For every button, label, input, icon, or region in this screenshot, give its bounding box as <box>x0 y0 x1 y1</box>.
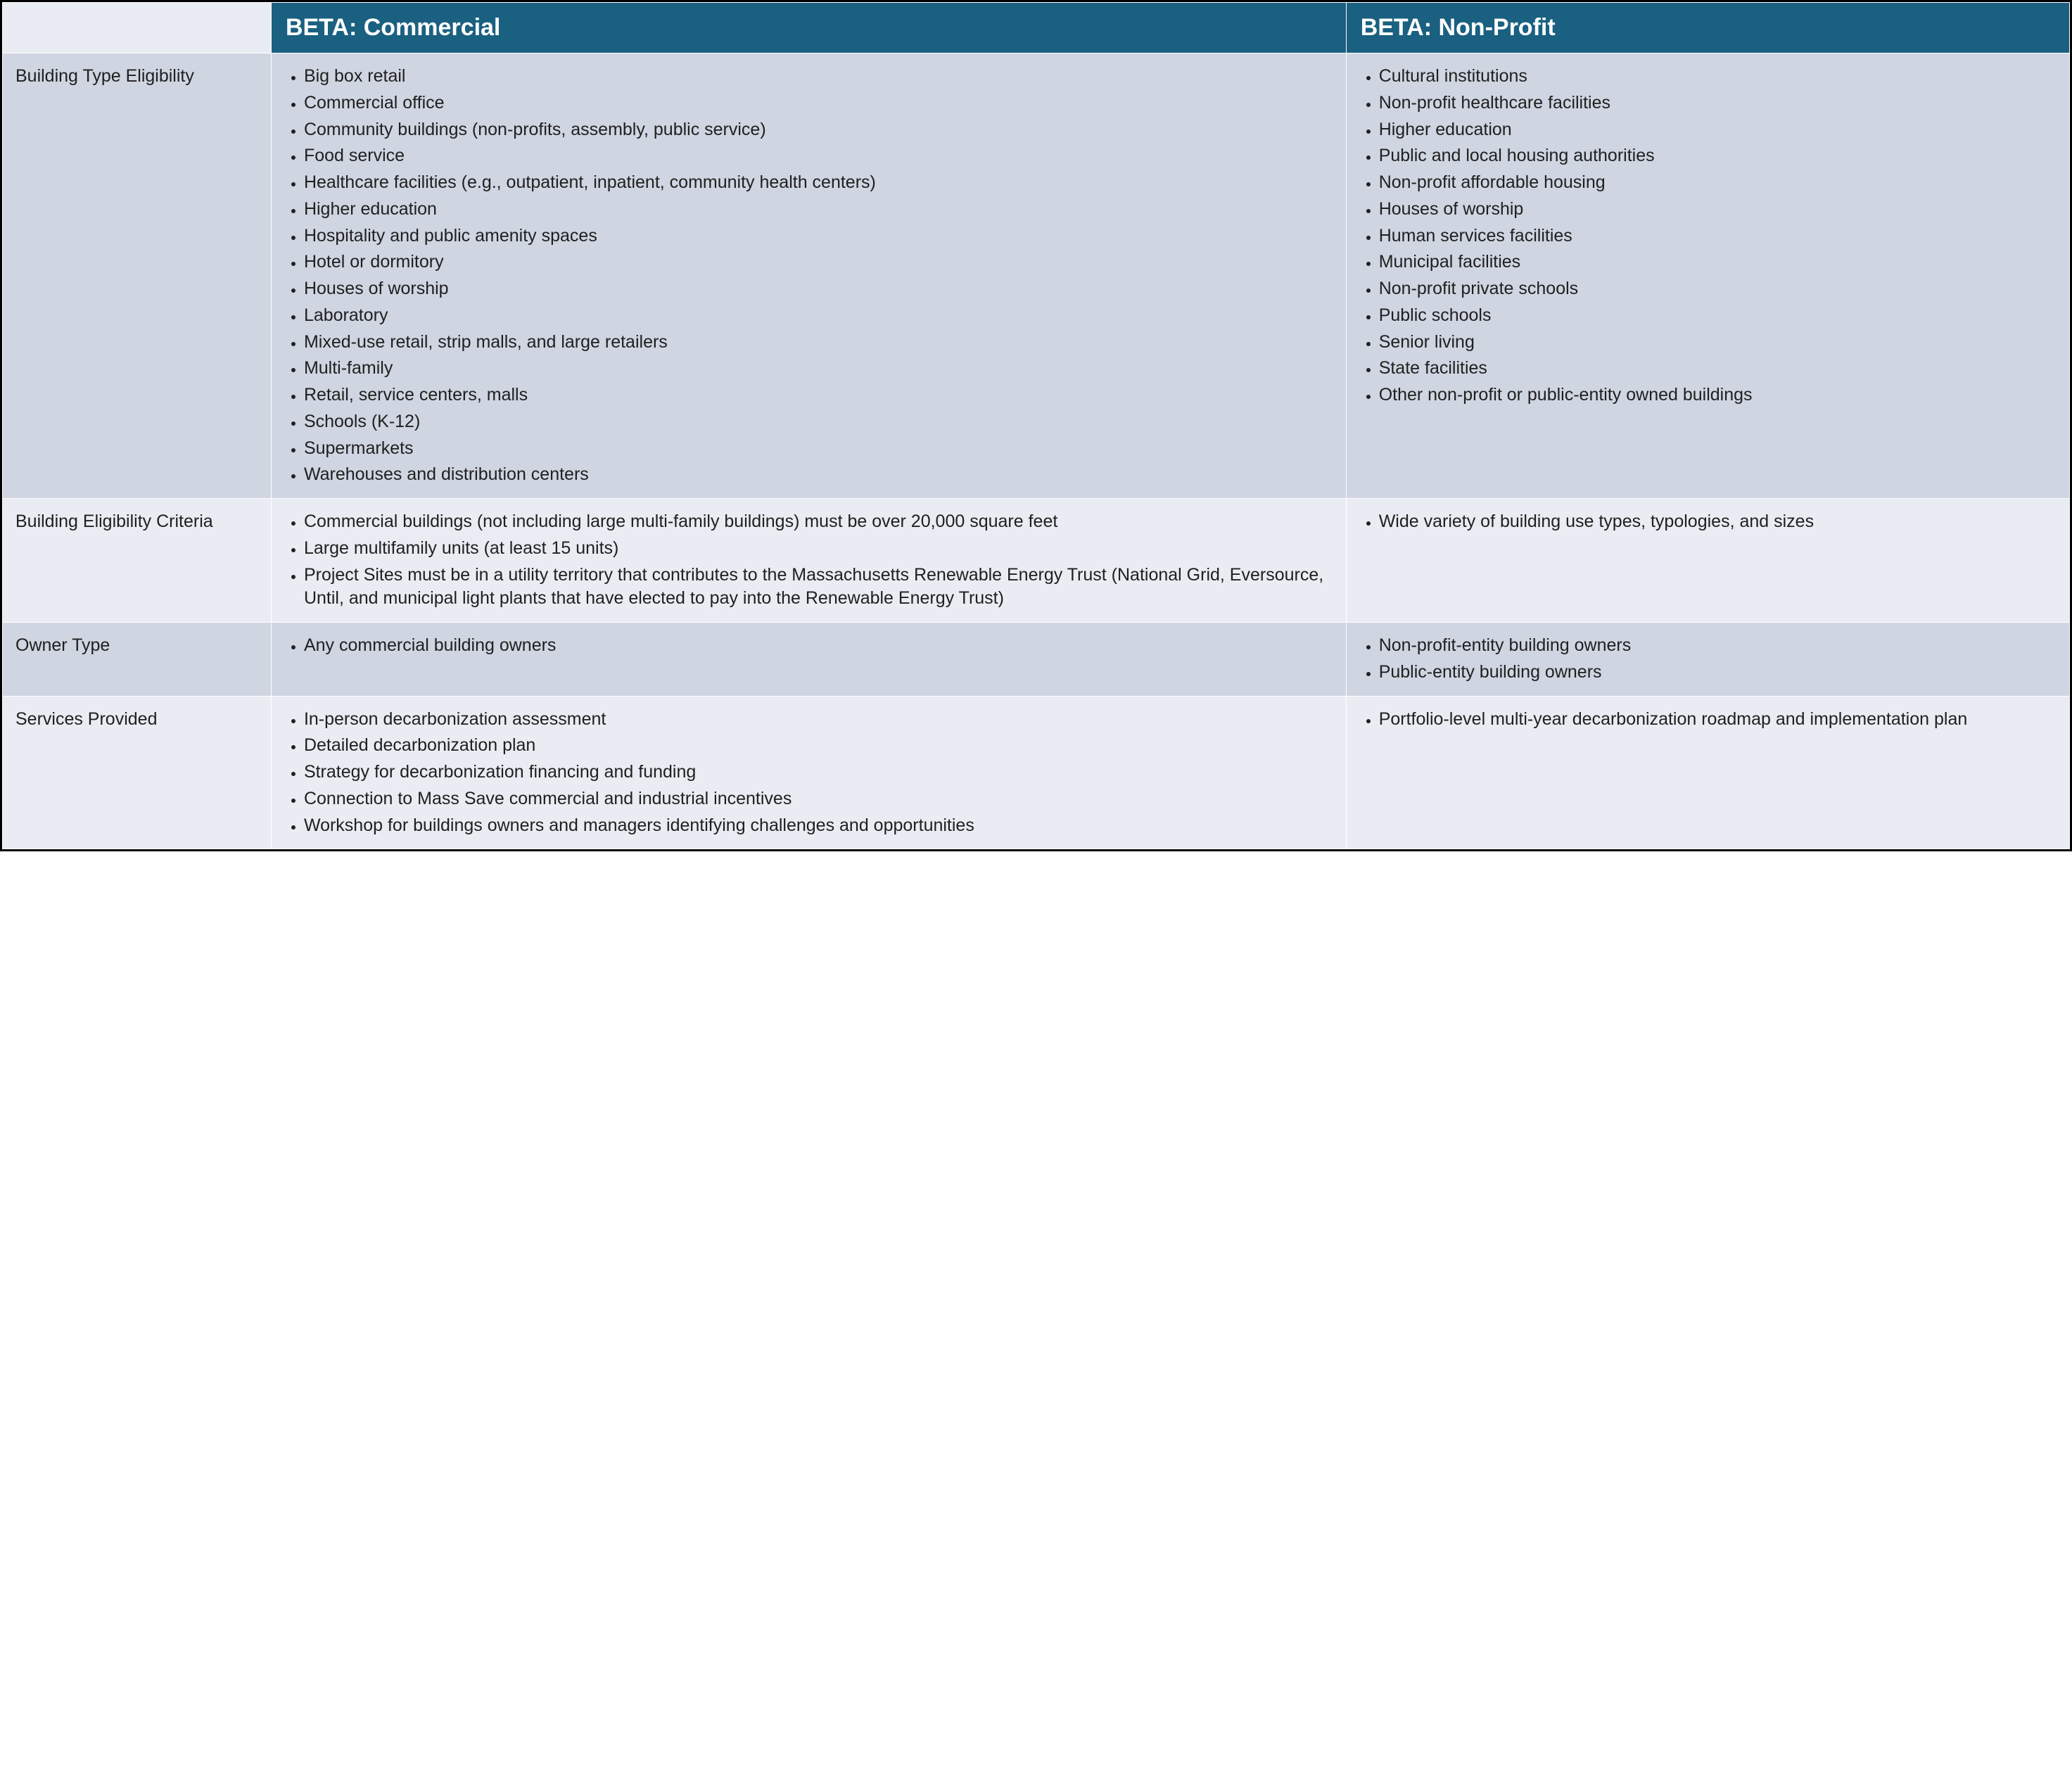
bullet-list: Portfolio-level multi-year decarbonizati… <box>1359 706 2057 733</box>
list-item: State facilities <box>1379 355 2057 382</box>
list-item: Laboratory <box>304 303 1333 329</box>
cell-commercial: Any commercial building owners <box>271 623 1346 697</box>
cell-nonprofit: Non-profit-entity building ownersPublic-… <box>1346 623 2069 697</box>
list-item: Senior living <box>1379 329 2057 356</box>
list-item: Community buildings (non-profits, assemb… <box>304 117 1333 144</box>
list-item: Project Sites must be in a utility terri… <box>304 562 1333 613</box>
bullet-list: Wide variety of building use types, typo… <box>1359 509 2057 535</box>
table-row: Services ProvidedIn-person decarbonizati… <box>3 696 2070 849</box>
list-item: Food service <box>304 143 1333 170</box>
bullet-list: Big box retailCommercial officeCommunity… <box>284 63 1333 488</box>
comparison-table: BETA: Commercial BETA: Non-Profit Buildi… <box>2 2 2070 849</box>
list-item: Any commercial building owners <box>304 633 1333 659</box>
list-item: Mixed-use retail, strip malls, and large… <box>304 329 1333 356</box>
row-label: Building Eligibility Criteria <box>3 499 272 623</box>
cell-nonprofit: Portfolio-level multi-year decarbonizati… <box>1346 696 2069 849</box>
list-item: Cultural institutions <box>1379 63 2057 90</box>
list-item: Non-profit affordable housing <box>1379 170 2057 196</box>
list-item: Strategy for decarbonization financing a… <box>304 759 1333 786</box>
list-item: Houses of worship <box>304 276 1333 303</box>
table-row: Owner Type Any commercial building owners… <box>3 623 2070 697</box>
bullet-list: In-person decarbonization assessmentDeta… <box>284 706 1333 839</box>
list-item: In-person decarbonization assessment <box>304 706 1333 733</box>
list-item: Detailed decarbonization plan <box>304 732 1333 759</box>
list-item: Higher education <box>1379 117 2057 144</box>
header-empty <box>3 3 272 53</box>
list-item: Wide variety of building use types, typo… <box>1379 509 2057 535</box>
list-item: Commercial office <box>304 90 1333 117</box>
bullet-list: Cultural institutionsNon-profit healthca… <box>1359 63 2057 409</box>
list-item: Schools (K-12) <box>304 409 1333 436</box>
table-row: Building Type EligibilityBig box retailC… <box>3 53 2070 499</box>
list-item: Healthcare facilities (e.g., outpatient,… <box>304 170 1333 196</box>
list-item: Big box retail <box>304 63 1333 90</box>
list-item: Public-entity building owners <box>1379 659 2057 686</box>
list-item: Higher education <box>304 196 1333 223</box>
cell-commercial: In-person decarbonization assessmentDeta… <box>271 696 1346 849</box>
list-item: Large multifamily units (at least 15 uni… <box>304 535 1333 562</box>
row-label: Owner Type <box>3 623 272 697</box>
list-item: Warehouses and distribution centers <box>304 462 1333 488</box>
list-item: Public and local housing authorities <box>1379 143 2057 170</box>
header-nonprofit: BETA: Non-Profit <box>1346 3 2069 53</box>
list-item: Commercial buildings (not including larg… <box>304 509 1333 535</box>
list-item: Connection to Mass Save commercial and i… <box>304 786 1333 813</box>
list-item: Multi-family <box>304 355 1333 382</box>
cell-commercial: Big box retailCommercial officeCommunity… <box>271 53 1346 499</box>
bullet-list: Commercial buildings (not including larg… <box>284 509 1333 612</box>
list-item: Hospitality and public amenity spaces <box>304 223 1333 250</box>
header-commercial: BETA: Commercial <box>271 3 1346 53</box>
cell-commercial: Commercial buildings (not including larg… <box>271 499 1346 623</box>
table-body: Building Type EligibilityBig box retailC… <box>3 53 2070 849</box>
header-row: BETA: Commercial BETA: Non-Profit <box>3 3 2070 53</box>
cell-nonprofit: Wide variety of building use types, typo… <box>1346 499 2069 623</box>
bullet-list: Non-profit-entity building ownersPublic-… <box>1359 633 2057 686</box>
list-item: Public schools <box>1379 303 2057 329</box>
list-item: Houses of worship <box>1379 196 2057 223</box>
list-item: Other non-profit or public-entity owned … <box>1379 382 2057 409</box>
list-item: Portfolio-level multi-year decarbonizati… <box>1379 706 2057 733</box>
bullet-list: Any commercial building owners <box>284 633 1333 659</box>
list-item: Supermarkets <box>304 436 1333 462</box>
row-label: Services Provided <box>3 696 272 849</box>
list-item: Retail, service centers, malls <box>304 382 1333 409</box>
list-item: Hotel or dormitory <box>304 249 1333 276</box>
cell-nonprofit: Cultural institutionsNon-profit healthca… <box>1346 53 2069 499</box>
table-row: Building Eligibility Criteria Commercial … <box>3 499 2070 623</box>
list-item: Non-profit private schools <box>1379 276 2057 303</box>
row-label: Building Type Eligibility <box>3 53 272 499</box>
list-item: Municipal facilities <box>1379 249 2057 276</box>
list-item: Non-profit healthcare facilities <box>1379 90 2057 117</box>
list-item: Human services facilities <box>1379 223 2057 250</box>
list-item: Non-profit-entity building owners <box>1379 633 2057 659</box>
comparison-table-wrap: BETA: Commercial BETA: Non-Profit Buildi… <box>0 0 2072 851</box>
list-item: Workshop for buildings owners and manage… <box>304 813 1333 839</box>
